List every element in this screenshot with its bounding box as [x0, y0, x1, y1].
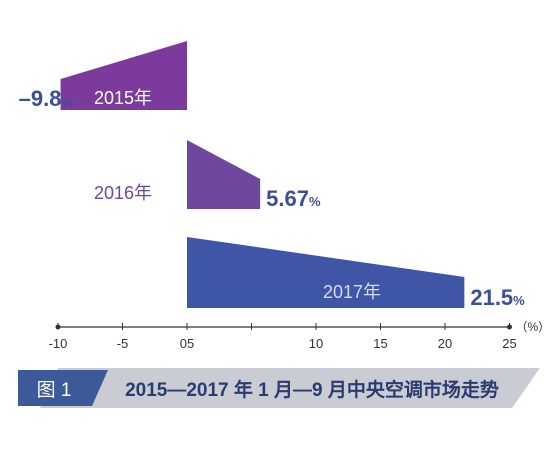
category-label: 2016年	[94, 183, 152, 203]
bar-2016	[187, 140, 261, 209]
x-axis: -10 -5 05 10 15 20 25 （%）	[49, 320, 551, 351]
x-tick-label: 25	[502, 336, 516, 351]
bars-group: 2015年 –9.8% 2016年 5.67% 2017年 21.5%	[19, 41, 525, 310]
x-tick-label: 15	[373, 336, 387, 351]
bar-2017	[187, 237, 465, 308]
axis-end-dot	[507, 324, 512, 330]
category-label: 2015年	[94, 88, 152, 108]
x-tick-label: 10	[309, 336, 323, 351]
figure-tag: 图 1	[37, 380, 72, 401]
value-label: 5.67%	[266, 186, 321, 211]
category-label: 2017年	[323, 282, 381, 302]
value-label: –9.8%	[19, 86, 74, 111]
x-axis-unit: （%）	[516, 320, 551, 334]
x-tick-label: -5	[117, 336, 129, 351]
x-tick-label: 05	[180, 336, 194, 351]
x-tick-label: -10	[49, 336, 68, 351]
axis-end-dot	[55, 324, 61, 330]
value-label: 21.5%	[470, 285, 525, 310]
figure-tag-badge	[18, 370, 108, 406]
caption-banner: 图 1 2015—2017 年 1 月—9 月中央空调市场走势	[18, 368, 540, 408]
x-axis-ticks: -10 -5 05 10 15 20 25	[49, 323, 517, 351]
x-tick-label: 20	[438, 336, 452, 351]
bar-2015	[60, 41, 187, 110]
caption-band	[40, 368, 540, 408]
chart-title: 2015—2017 年 1 月—9 月中央空调市场走势	[125, 378, 499, 401]
